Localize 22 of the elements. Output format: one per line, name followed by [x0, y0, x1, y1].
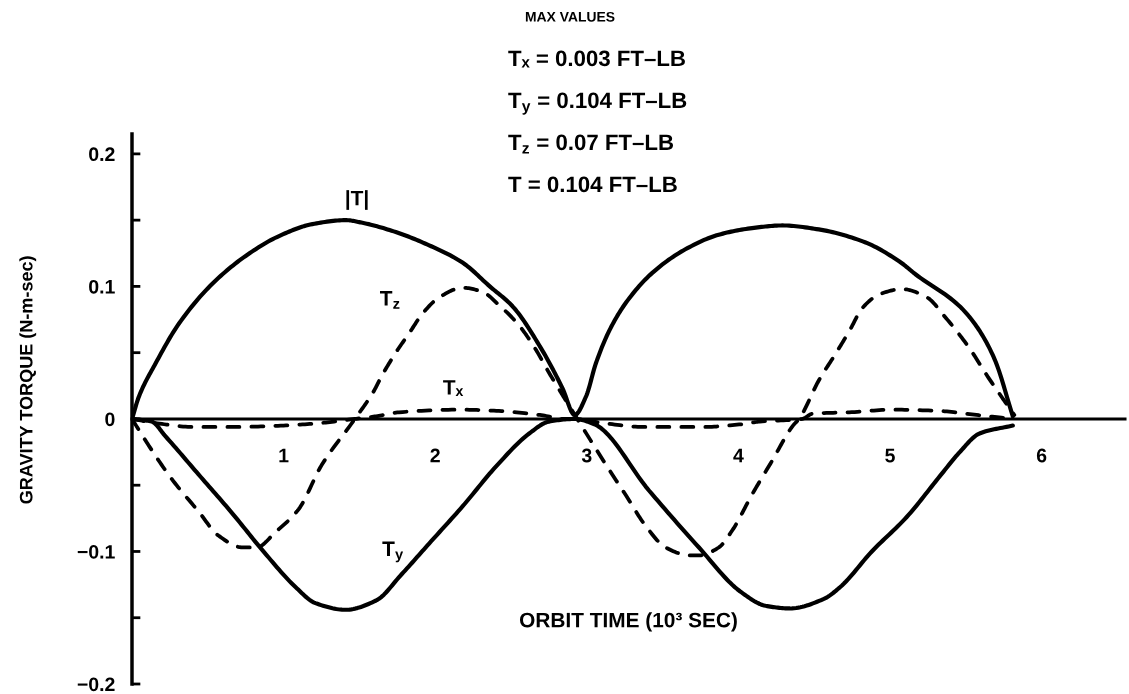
y-tick-label: 0.2: [89, 147, 115, 162]
series-label: |T|: [346, 190, 368, 210]
annotation: T$_{z}$ = 0.07 FT–LB: [508, 134, 674, 154]
chart-title: MAX VALUES: [525, 11, 615, 22]
y-axis-title: GRAVITY TORQUE (N-m-sec): [19, 256, 37, 504]
x-tick-label: 4: [733, 448, 744, 463]
x-tick-label: 6: [1036, 448, 1047, 463]
annotation: T = 0.104 FT–LB: [508, 176, 677, 193]
y-tick-label: 0: [105, 412, 115, 427]
x-tick-label: 2: [430, 448, 440, 463]
y-tick-label: −0.1: [77, 544, 115, 559]
x-axis-title: ORBIT TIME (10³ SEC): [519, 612, 737, 632]
x-tick-label: 1: [279, 448, 289, 463]
series-label: T$_{y}$: [382, 541, 404, 563]
x-tick-label: 3: [581, 448, 592, 463]
y-tick-label: 0.1: [89, 279, 115, 294]
series-label: T$_{z}$: [380, 291, 400, 309]
text: T$_{y}$ = 0.104 FT–LB: [508, 92, 687, 115]
series-label: Tₓ: [443, 380, 464, 397]
text: Tₓ = 0.003 FT–LB: [508, 50, 685, 68]
y-tick-label: −0.2: [77, 677, 115, 692]
x-tick-label: 5: [885, 448, 895, 463]
